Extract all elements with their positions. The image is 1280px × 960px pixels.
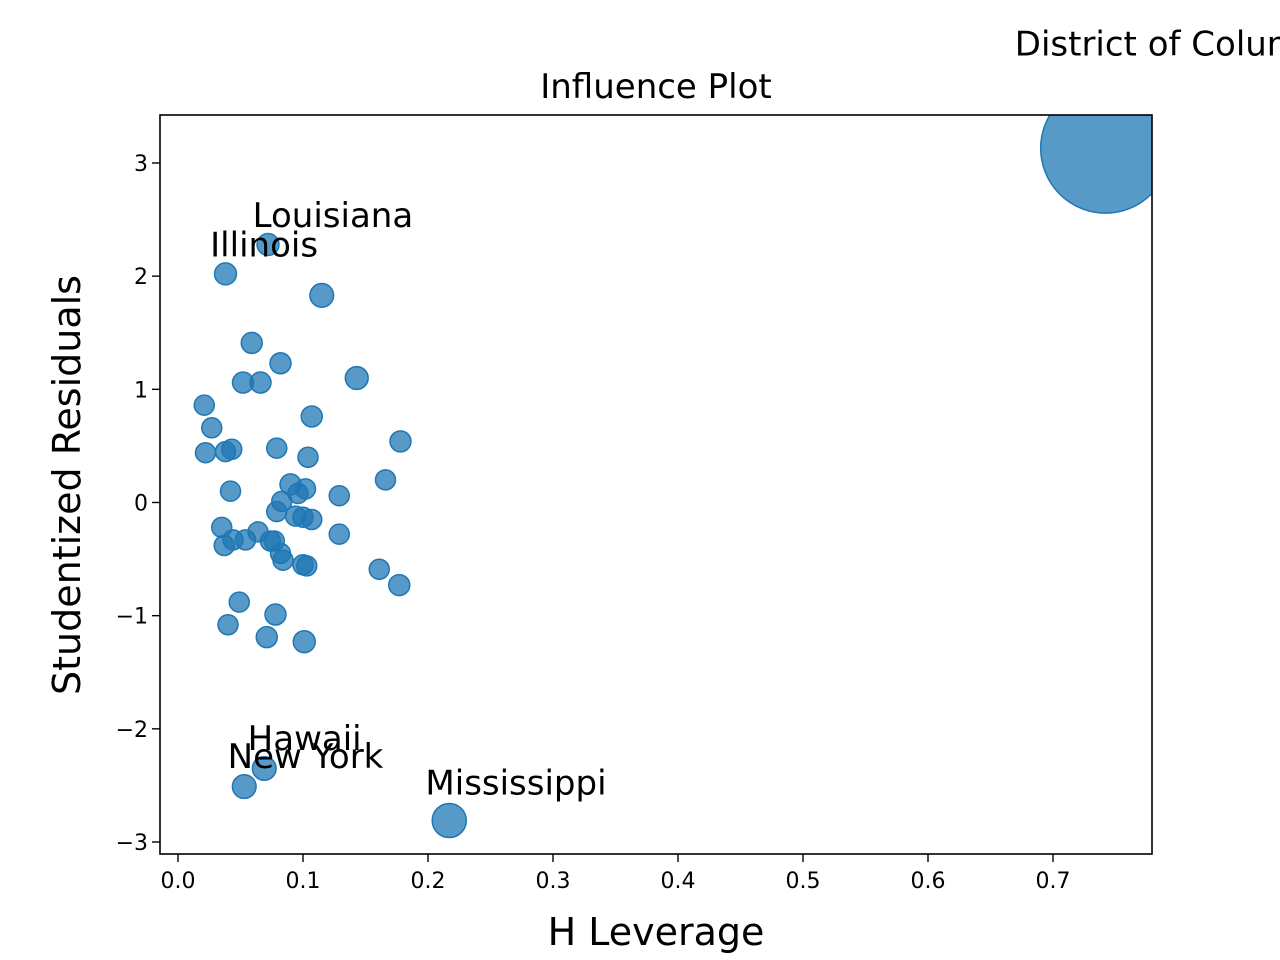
point-label: New York [228, 737, 384, 777]
plot-area [193, 115, 1152, 839]
point [255, 625, 278, 649]
point [294, 478, 317, 500]
x-tick-label: 0.5 [786, 869, 821, 894]
point-label: Louisiana [253, 196, 414, 236]
point [240, 331, 263, 355]
point [266, 500, 288, 523]
y-tick-label: 1 [134, 378, 148, 403]
point [301, 508, 323, 531]
point [272, 549, 294, 571]
y-tick-label: 3 [134, 152, 148, 177]
x-axis-label: H Leverage [548, 910, 765, 954]
point [328, 484, 350, 507]
point [368, 558, 390, 581]
point [297, 446, 319, 468]
x-tick-label: 0.4 [661, 869, 696, 894]
point [221, 438, 243, 461]
point [194, 441, 217, 464]
point [264, 603, 287, 626]
point [228, 591, 250, 613]
point [266, 437, 288, 459]
x-tick-label: 0.1 [286, 869, 321, 894]
point [217, 613, 239, 636]
point [213, 262, 238, 286]
point [1039, 115, 1152, 214]
point [219, 480, 242, 502]
y-tick-label: −3 [116, 831, 148, 856]
point-label: Illinois [210, 226, 318, 266]
x-tick-label: 0.7 [1036, 869, 1071, 894]
point [374, 469, 397, 491]
point [300, 405, 323, 428]
point [309, 282, 335, 308]
x-tick-label: 0.6 [911, 869, 946, 894]
point [269, 352, 292, 375]
point [292, 629, 316, 654]
point [256, 232, 280, 257]
point [201, 417, 223, 439]
chart-title: Influence Plot [540, 67, 772, 107]
point [231, 773, 257, 800]
point [388, 573, 411, 597]
y-tick-label: 0 [134, 491, 148, 516]
x-tick-label: 0.0 [161, 869, 196, 894]
y-tick-label: −1 [116, 605, 148, 630]
y-axis-label: Studentized Residuals [45, 275, 89, 695]
point [251, 755, 277, 782]
point [193, 394, 215, 416]
point [431, 802, 468, 839]
point [249, 371, 272, 394]
y-tick-label: −2 [116, 718, 148, 743]
point [234, 529, 257, 551]
point-label: Mississippi [425, 764, 606, 804]
axes-frame [159, 114, 1153, 855]
point [389, 430, 412, 453]
point-label: District of Columbia [1015, 25, 1280, 65]
y-tick-label: 2 [134, 265, 148, 290]
x-tick-label: 0.3 [536, 869, 571, 894]
point [344, 365, 369, 391]
point [328, 523, 350, 545]
point [296, 555, 318, 577]
point-label: Hawaii [248, 719, 362, 759]
x-tick-label: 0.2 [411, 869, 446, 894]
